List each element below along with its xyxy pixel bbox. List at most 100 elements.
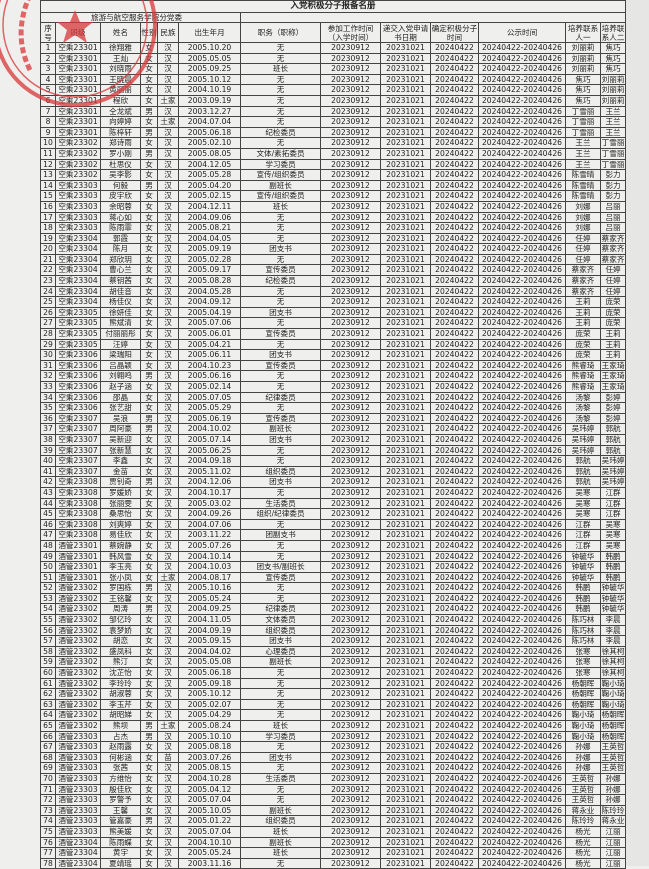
- cell-position: 无: [240, 381, 321, 393]
- cell-contact-1: 钟毓华: [565, 561, 601, 573]
- cell-index: 74: [40, 815, 56, 827]
- cell-ethnicity: 汉: [157, 381, 179, 393]
- cell-index: 50: [40, 561, 56, 573]
- cell-gender: 男: [140, 126, 158, 139]
- cell-position: 无: [240, 402, 321, 414]
- table-row: 9 空乘23301 陈梓轩男汉 2005.06.18 纪检委员 20230912 20231…: [40, 126, 627, 139]
- cell-class: 酒管23302: [55, 592, 101, 605]
- cell-application-date: 20231021: [380, 783, 431, 796]
- cell-publicity-period: 20240422-20240426: [478, 222, 566, 234]
- cell-birth-date: 2005.02.07: [178, 698, 241, 711]
- table-row: 52 酒管23302 罗国栋男汉 2005.10.16 无 20230912 2023102…: [40, 582, 627, 594]
- cell-contact-2: 江群: [599, 497, 627, 510]
- cell-application-date: 20231021: [380, 169, 431, 181]
- cell-name: 黄丽丽: [100, 84, 141, 96]
- cell-activist-date: 20240422: [430, 698, 479, 711]
- cell-index: 30: [40, 349, 56, 361]
- cell-enrollment-date: 20230912: [320, 317, 381, 330]
- cell-contact-1: 庞荣: [565, 338, 601, 351]
- table-row: 61 酒管23302 李玲玲女汉 2005.09.18 无 20230912 2023102…: [40, 677, 627, 690]
- cell-enrollment-date: 20230912: [320, 508, 381, 520]
- cell-class: 空乘23308: [55, 476, 101, 488]
- cell-ethnicity: 汉: [157, 815, 179, 827]
- cell-enrollment-date: 20230912: [320, 815, 381, 827]
- cell-publicity-period: 20240422-20240426: [478, 815, 566, 827]
- cell-position: 宣传/组织委员: [240, 190, 321, 202]
- cell-position: 学习委员: [240, 730, 321, 743]
- cell-birth-date: 2005.06.11: [178, 349, 241, 361]
- cell-ethnicity: 汉: [157, 762, 179, 774]
- cell-application-date: 20231021: [380, 84, 431, 96]
- cell-contact-1: 韩鹏: [565, 592, 601, 605]
- header-ethnicity: 民族: [157, 22, 179, 43]
- table-row: 69 酒管23303 张茜女汉 2005.08.15 无 20230912 20231021…: [40, 762, 627, 774]
- cell-publicity-period: 20240422-20240426: [478, 455, 566, 467]
- cell-birth-date: 2005.03.02: [178, 497, 241, 510]
- cell-class: 空乘23303: [55, 222, 101, 234]
- cell-contact-2: 徐其柯: [599, 667, 627, 679]
- cell-index: 15: [40, 190, 56, 202]
- cell-index: 8: [40, 116, 56, 128]
- cell-class: 空乘23301: [55, 116, 101, 128]
- table-row: 77 酒管23304 黄宇女汉 2005.05.24 班长 20230912 2023102…: [40, 847, 627, 859]
- cell-class: 空乘23307: [55, 433, 101, 446]
- cell-application-date: 20231021: [380, 52, 431, 65]
- cell-name: 罗警予: [100, 794, 141, 806]
- unit-name: 旅游与航空服务学院分党委: [40, 12, 241, 23]
- cell-position: 无: [240, 253, 321, 266]
- cell-position: 班长: [240, 200, 321, 213]
- cell-application-date: 20231021: [380, 603, 431, 616]
- cell-index: 60: [40, 667, 56, 679]
- cell-ethnicity: 汉: [157, 539, 179, 552]
- table-row: 38 空乘23307 吴新迎女汉 2005.07.14 团支书 20230912 20231…: [40, 433, 627, 446]
- cell-ethnicity: 汉: [157, 624, 179, 637]
- cell-enrollment-date: 20230912: [320, 497, 381, 510]
- table-row: 57 酒管23302 胡恋女汉 2005.09.15 团支书 20230912 202310…: [40, 635, 627, 647]
- cell-index: 42: [40, 476, 56, 488]
- cell-application-date: 20231021: [380, 137, 431, 149]
- cell-class: 酒管23302: [55, 656, 101, 669]
- cell-gender: 女: [140, 508, 158, 520]
- cell-application-date: 20231021: [380, 518, 431, 531]
- cell-enrollment-date: 20230912: [320, 836, 381, 849]
- cell-index: 68: [40, 751, 56, 764]
- cell-position: 无: [240, 667, 321, 679]
- cell-gender: 男: [140, 582, 158, 594]
- cell-ethnicity: 汉: [157, 412, 179, 425]
- cell-application-date: 20231021: [380, 391, 431, 404]
- cell-contact-1: 杨光: [565, 825, 601, 838]
- table-row: 56 酒管23302 袁梦娇女汉 2004.09.19 组织委员 20230912 2023…: [40, 624, 627, 637]
- cell-activist-date: 20240422: [430, 656, 479, 669]
- cell-gender: 女: [140, 381, 158, 393]
- cell-class: 空乘23308: [55, 508, 101, 520]
- cell-gender: 女: [140, 539, 158, 552]
- cell-activist-date: 20240422: [430, 825, 479, 838]
- cell-publicity-period: 20240422-20240426: [478, 825, 566, 838]
- cell-index: 32: [40, 370, 56, 382]
- cell-publicity-period: 20240422-20240426: [478, 253, 566, 266]
- cell-publicity-period: 20240422-20240426: [478, 211, 566, 224]
- table-row: 39 空乘23307 张新慧女汉 2005.06.25 无 20230912 2023102…: [40, 444, 627, 457]
- cell-enrollment-date: 20230912: [320, 328, 381, 340]
- cell-ethnicity: 汉: [157, 349, 179, 361]
- cell-gender: 女: [140, 285, 158, 298]
- cell-publicity-period: 20240422-20240426: [478, 200, 566, 213]
- cell-gender: 女: [140, 741, 158, 753]
- cell-class: 酒管23301: [55, 550, 101, 563]
- cell-contact-2: 焦巧: [599, 63, 627, 75]
- cell-birth-date: 2005.10.05: [178, 804, 241, 817]
- cell-birth-date: 2005.04.29: [178, 709, 241, 721]
- cell-gender: 女: [140, 42, 158, 54]
- cell-position: 副班长: [240, 179, 321, 192]
- cell-index: 77: [40, 847, 56, 859]
- cell-activist-date: 20240422: [430, 762, 479, 774]
- cell-name: 曹心兰: [100, 264, 141, 277]
- cell-index: 27: [40, 317, 56, 330]
- cell-name: 汪婷: [100, 338, 141, 351]
- cell-birth-date: 2005.04.21: [178, 338, 241, 351]
- cell-name: 仝龙斌: [100, 105, 141, 118]
- cell-activist-date: 20240422: [430, 116, 479, 128]
- table-row: 59 酒管23302 熊汀女汉 2005.05.08 副班长 20230912 202310…: [40, 656, 627, 669]
- cell-activist-date: 20240422: [430, 465, 479, 478]
- cell-enrollment-date: 20230912: [320, 582, 381, 594]
